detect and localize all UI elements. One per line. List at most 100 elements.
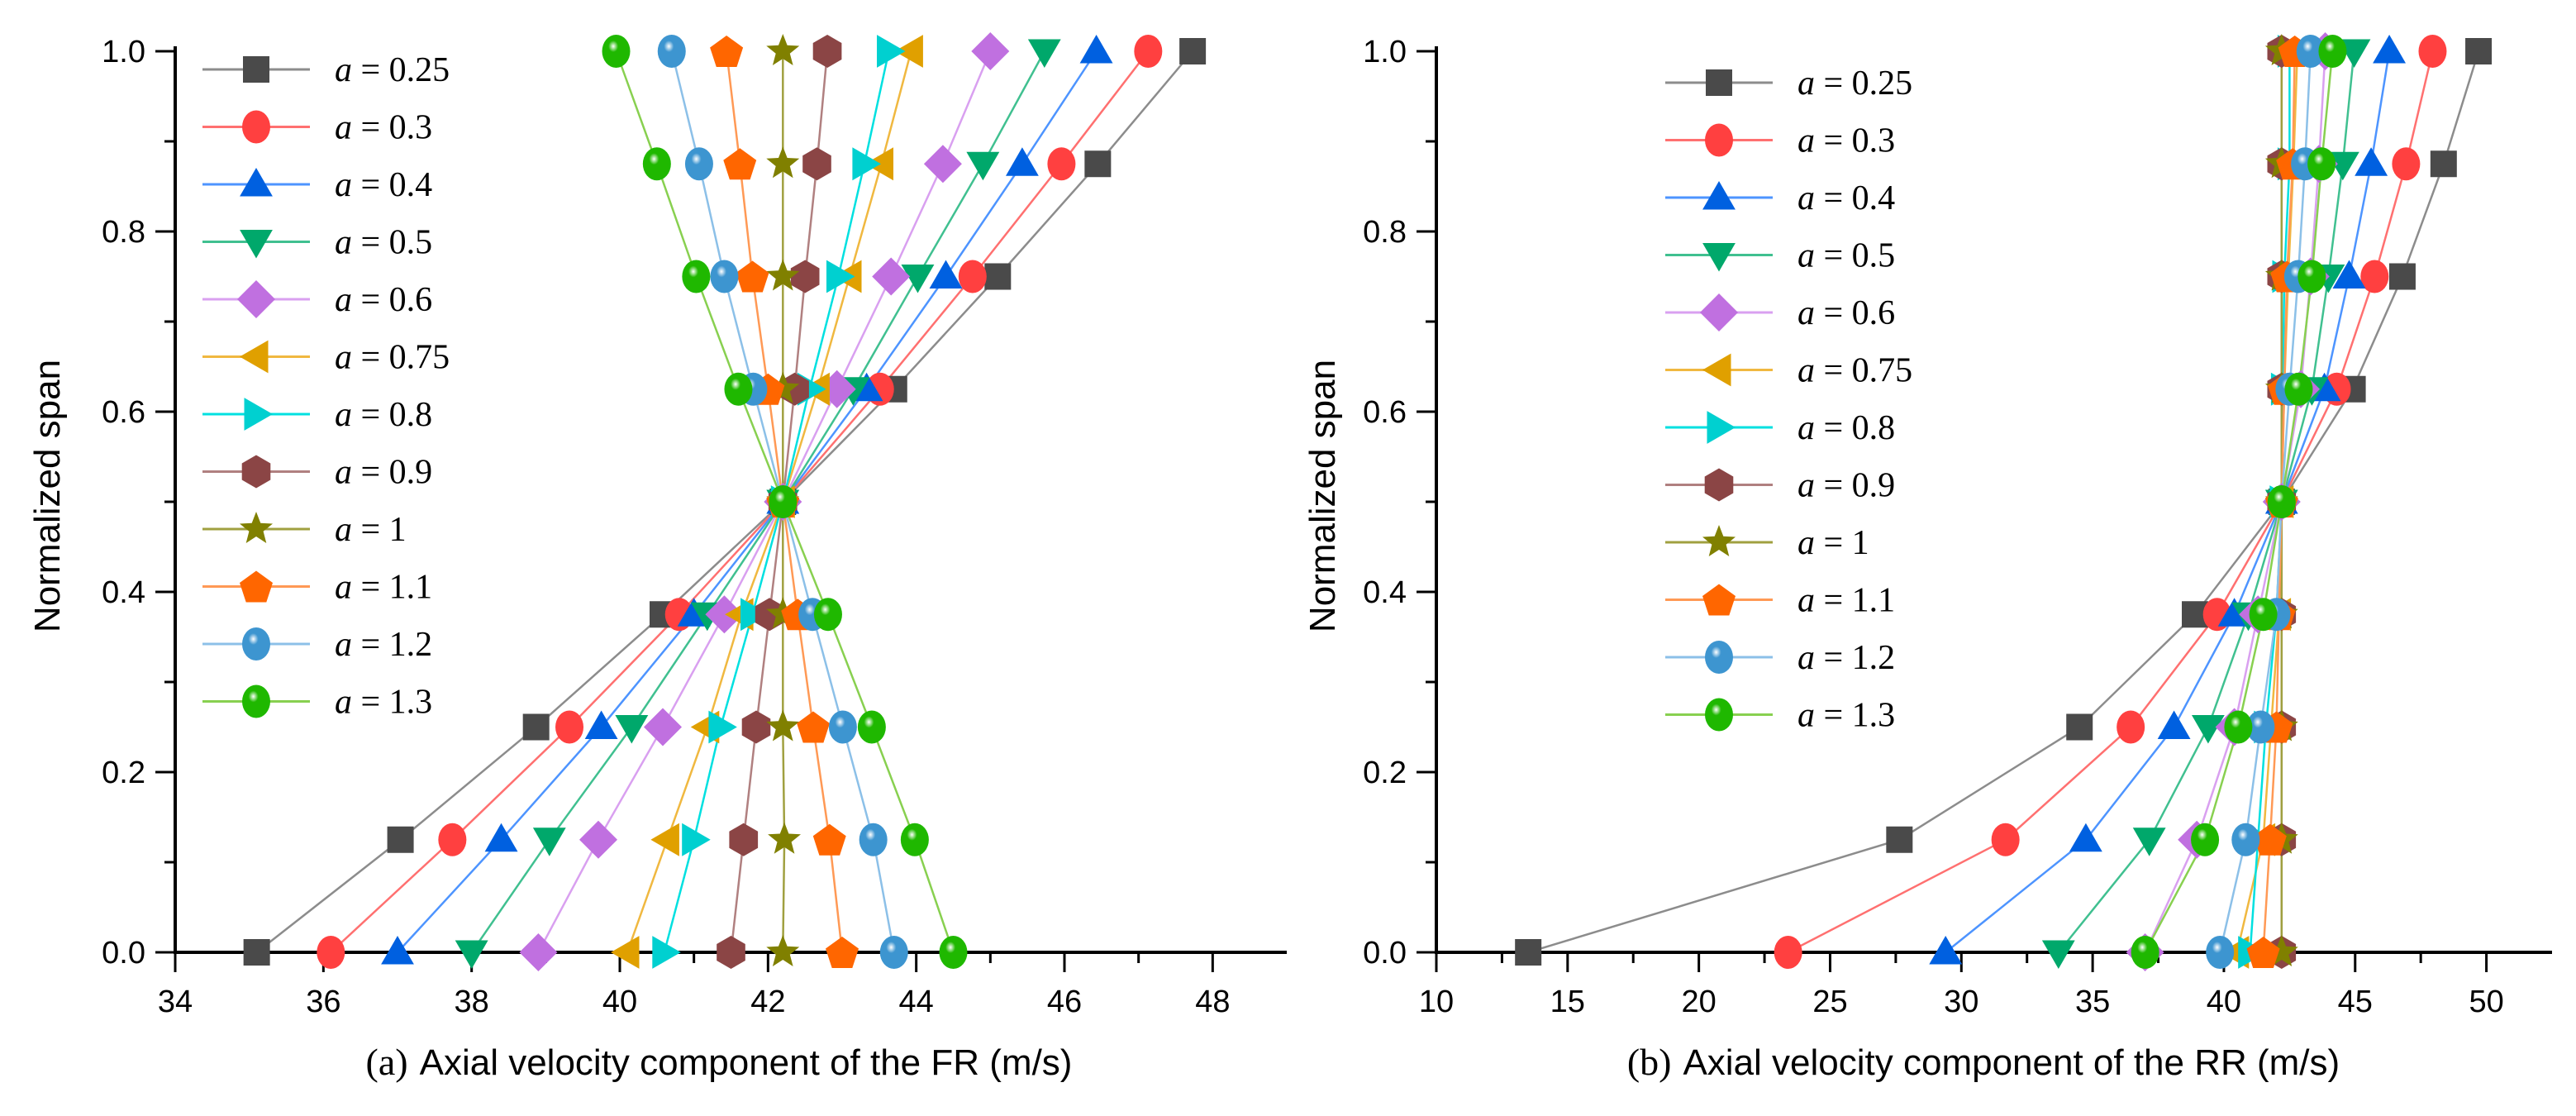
series-markers xyxy=(519,32,1010,971)
data-point xyxy=(684,147,713,181)
data-point xyxy=(652,936,681,969)
legend-item: a = 1.2 xyxy=(202,626,432,664)
data-point xyxy=(705,595,744,634)
data-point xyxy=(2373,35,2406,64)
data-point xyxy=(708,710,737,744)
data-point xyxy=(929,260,963,289)
data-point xyxy=(2318,35,2347,68)
data-point xyxy=(2296,35,2325,68)
data-point xyxy=(1991,823,2020,856)
legend-label: a = 0.4 xyxy=(335,166,432,204)
y-tick-label: 0.0 xyxy=(1363,936,1407,971)
x-tick-label: 35 xyxy=(2075,985,2110,1019)
data-point xyxy=(2191,823,2220,856)
data-point xyxy=(812,823,846,856)
data-point xyxy=(1179,38,1207,64)
x-tick-label: 36 xyxy=(306,985,340,1019)
legend-label: a = 1 xyxy=(335,511,407,549)
data-point xyxy=(894,35,923,68)
series-markers xyxy=(243,38,1207,966)
x-axis-label: Axial velocity component of the RR (m/s) xyxy=(1683,1042,2340,1083)
legend-item: a = 0.3 xyxy=(202,109,432,147)
legend-marker-icon xyxy=(1702,584,1736,616)
legend-item: a = 1.1 xyxy=(202,569,432,607)
legend-label: a = 1.2 xyxy=(335,626,432,664)
data-point xyxy=(2131,936,2159,969)
legend-label: a = 0.9 xyxy=(1797,467,1895,505)
legend-item: a = 1.3 xyxy=(202,684,432,722)
data-point xyxy=(2264,935,2298,966)
panel-a-fr-axial-velocity: Normalized span (a) Axial velocity compon… xyxy=(27,32,1287,1083)
x-tick-label: 46 xyxy=(1047,985,1082,1019)
data-point xyxy=(2192,715,2225,744)
legend-item: a = 0.9 xyxy=(202,454,432,492)
legend-marker-icon xyxy=(1705,123,1733,157)
legend-marker-icon xyxy=(1704,468,1734,502)
data-point xyxy=(2253,823,2287,856)
legend-marker-icon xyxy=(1706,69,1732,96)
data-point xyxy=(939,936,968,969)
legend-item: a = 1 xyxy=(1665,524,1869,562)
legend-marker-icon xyxy=(240,230,273,259)
legend: a = 0.25 a = 0.3 a = 0.4 a = 0.5 a = 0.6 a = … xyxy=(202,51,450,722)
data-point xyxy=(584,710,618,739)
data-point xyxy=(766,34,800,65)
series-markers xyxy=(717,35,842,969)
series-0_3 xyxy=(330,50,1150,953)
legend-item: a = 0.6 xyxy=(1665,293,1895,332)
y-tick-label: 0.0 xyxy=(102,936,145,971)
legend-label: a = 0.5 xyxy=(1797,237,1895,275)
data-point xyxy=(802,147,831,181)
series-0_25 xyxy=(1527,50,2480,954)
legend-label: a = 0.6 xyxy=(335,281,432,319)
legend-label: a = 0.5 xyxy=(335,224,432,262)
data-point xyxy=(522,713,550,741)
data-point xyxy=(857,710,886,744)
legend-marker-icon xyxy=(1707,411,1736,444)
data-point xyxy=(826,260,855,293)
legend-marker-icon xyxy=(244,398,273,431)
x-tick-label: 38 xyxy=(455,985,489,1019)
axes: 34 36 38 40 42 44 46 48 0.0 0.2 0.4 0.6 0.8 1.0 xyxy=(102,35,1287,1019)
data-point xyxy=(797,711,830,743)
series-line xyxy=(470,50,1045,953)
data-point xyxy=(2284,372,2313,406)
legend-label: a = 1.3 xyxy=(335,684,432,722)
legend-label: a = 0.3 xyxy=(335,109,432,147)
legend-marker-icon xyxy=(1702,243,1736,272)
data-point xyxy=(769,485,798,518)
x-tick-label: 42 xyxy=(750,985,785,1019)
y-tick-label: 1.0 xyxy=(1363,35,1407,69)
legend-item: a = 0.4 xyxy=(1665,179,1895,217)
legend-item: a = 0.3 xyxy=(1665,122,1895,160)
series-line xyxy=(1527,50,2480,954)
legend-item: a = 0.75 xyxy=(1665,352,1912,390)
legend-marker-icon xyxy=(1705,698,1733,732)
legend-item: a = 0.25 xyxy=(202,51,450,89)
data-point xyxy=(900,823,929,856)
legend-marker-icon xyxy=(242,684,270,718)
x-tick-label: 25 xyxy=(1812,985,1847,1019)
legend-marker-icon xyxy=(243,56,269,83)
legend-marker-icon xyxy=(237,280,275,318)
legend-marker-icon xyxy=(242,110,270,144)
legend-label: a = 0.25 xyxy=(335,51,450,89)
panel-b-rr-axial-velocity: Normalized span (b) Axial velocity compon… xyxy=(1302,32,2552,1083)
legend-marker-icon xyxy=(240,512,273,543)
data-point xyxy=(2307,147,2336,181)
data-point xyxy=(879,936,908,969)
data-point xyxy=(2249,598,2278,632)
data-point xyxy=(1134,35,1163,68)
y-tick-label: 0.8 xyxy=(102,215,145,250)
data-point xyxy=(826,937,859,968)
data-point xyxy=(381,936,414,965)
x-tick-label: 20 xyxy=(1682,985,1717,1019)
data-point xyxy=(387,826,414,853)
data-point xyxy=(740,598,769,632)
data-point xyxy=(766,709,800,742)
data-point xyxy=(1047,147,1076,181)
data-point xyxy=(2246,937,2280,968)
series-line xyxy=(330,50,1150,953)
data-point xyxy=(2355,147,2388,176)
